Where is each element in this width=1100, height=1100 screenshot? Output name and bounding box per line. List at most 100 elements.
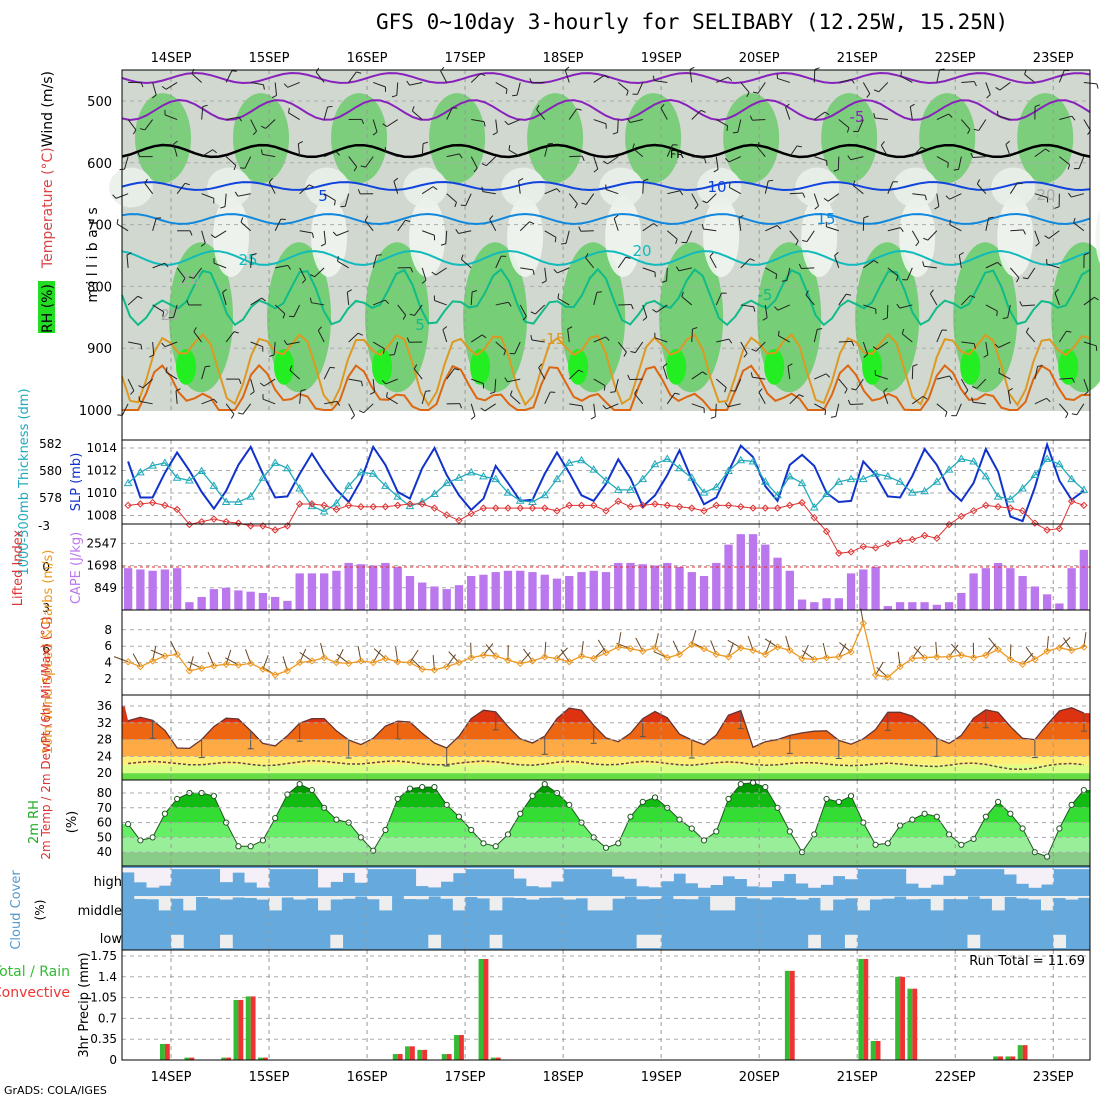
cape-bar [797,599,807,610]
wind-speed-point [1043,647,1051,655]
cloud-gap-high [195,868,209,870]
wind-barb [176,267,186,279]
cloud-gap-low [171,934,184,948]
wind-barb [121,403,129,416]
wind-speed-point [332,658,341,667]
cloud-gap-high [269,868,282,870]
wind-barb-flag [287,265,292,270]
wind-barb [862,82,871,94]
rh-moist-area [135,93,192,184]
wind-speed-point [369,658,377,667]
wind-speed-point [259,665,267,673]
cape-bar [834,598,843,610]
wind-speed-point [896,662,904,671]
wind-barb-flag [873,259,879,264]
wind-barb-flag [625,256,631,259]
thickness-point [466,467,476,476]
wind-barb [936,113,949,120]
wind-barb-flag [623,351,627,357]
wind-barb-flag [817,328,823,330]
wind-barb [617,341,627,353]
wind-legend-label: Wind (m/s) [40,71,56,147]
wind-barb [314,267,325,278]
cloud-gap-middle [416,896,429,900]
wind-speed-point [443,662,451,671]
wind-barb-flag [749,258,755,262]
pressure-tick-label: 700 [87,219,112,234]
wind-barb-flag [393,177,399,182]
thickness-point [295,484,305,492]
wind-barb-flag [283,83,288,88]
dewpoint-line [128,759,1084,771]
wind-barb-flag [604,74,609,79]
cloud-gap-middle [734,896,748,897]
li-point [590,501,598,510]
wind-barb-flag [238,378,242,384]
cloud-gap-high [599,868,613,870]
cloud-gap-middle [244,896,258,898]
top-date-label: 14SEP [151,51,192,66]
wind-barb [446,107,453,120]
wind-barb [461,258,472,269]
cloud-gap-middle [256,896,270,900]
wind-barb [715,403,717,417]
thickness-point [221,497,231,506]
li-point [847,548,855,556]
cloud-gap-high [501,868,515,870]
cloud-gap-high [587,868,601,870]
wind-speed-point [161,652,169,660]
li-point [320,501,328,510]
cloud-gap-high [158,868,172,886]
rh-point [394,795,401,803]
contour-label: 25 [238,251,257,269]
thickness-point [246,492,256,500]
wind-barb-flag [139,128,145,131]
wind-barb-flag [460,254,464,260]
li-point [871,544,880,552]
li-point [933,534,941,542]
cloud-gap-middle [501,896,515,898]
cloud-gap-middle [869,896,883,900]
cloud-gap-middle [354,896,368,897]
thickness-point [1005,494,1015,503]
precip-run-total: Run Total = 11.69 [969,954,1085,969]
cloud-gap-high [648,868,662,888]
wind-speed-point [541,653,549,661]
wind-barb-flag [489,391,495,395]
li-point [418,500,426,508]
cloud-gap-high [514,868,527,879]
wind-barb-flag [402,314,407,320]
wind-barb-flag [137,151,141,157]
wind-barb [900,75,913,83]
wind-barb-flag [679,190,684,196]
cloud-gap-middle [330,896,344,900]
cape-bar [540,574,549,610]
wind-barb [470,73,481,83]
wind-barb [446,153,460,158]
rh-moist-area [429,93,486,184]
cloud-gap-high [991,868,1005,870]
wind-barb-flag [518,177,524,182]
wind-barb [142,378,153,389]
wind-barb-flag [750,372,753,378]
wind-barb-flag [605,336,610,341]
wind-barb-flag [1094,296,1099,301]
wind-barb [226,116,240,121]
wind-barb-flag [238,116,243,122]
wind-barb-flag [1071,377,1075,383]
wind-barb [465,193,472,206]
wind-barb [225,156,237,166]
cloud-gap-middle [575,896,589,899]
wind-barb-flag [1054,289,1060,294]
wind-barb [289,370,301,380]
contour-label: 5 [415,316,425,334]
wind-barb [519,221,530,232]
cloud-gap-high [477,868,491,870]
precip-convective-bar [189,1057,195,1060]
wind-barb [666,144,674,157]
li-point [835,549,843,558]
cloud-gap-high [379,868,393,870]
precip-convective-bar [900,976,905,1060]
wind-speed-point [197,664,206,673]
wind-barb-flag [883,387,888,392]
